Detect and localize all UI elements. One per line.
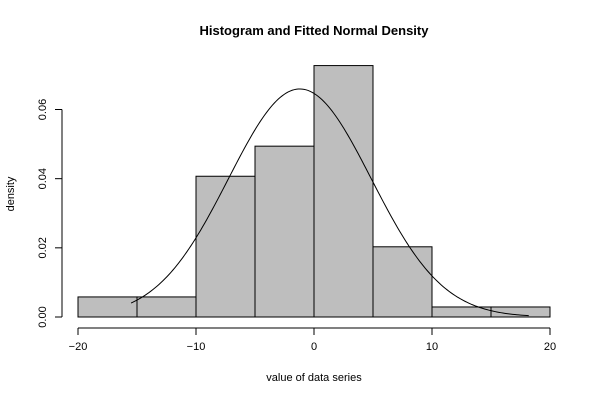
histogram-bar bbox=[77, 296, 138, 318]
y-tick-label: 0.00 bbox=[37, 306, 49, 327]
x-tick-label: 20 bbox=[544, 341, 556, 353]
y-tick-label: 0.02 bbox=[37, 237, 49, 258]
x-tick-label: 10 bbox=[426, 341, 438, 353]
histogram-bar bbox=[195, 175, 256, 318]
y-tick-label: 0.04 bbox=[37, 168, 49, 189]
y-tick-label: 0.06 bbox=[37, 99, 49, 120]
chart-title: Histogram and Fitted Normal Density bbox=[200, 23, 430, 38]
x-tick-label: 0 bbox=[311, 341, 317, 353]
x-tick-label: −20 bbox=[69, 341, 88, 353]
histogram-bar bbox=[136, 296, 197, 318]
histogram-bars bbox=[77, 65, 551, 318]
y-axis: 0.00 0.02 0.04 0.06 bbox=[37, 99, 63, 328]
y-axis-label: density bbox=[5, 176, 17, 211]
histogram-bar bbox=[490, 306, 551, 318]
histogram-bar bbox=[313, 65, 374, 318]
x-axis: −20 −10 0 10 20 bbox=[69, 327, 556, 353]
histogram-bar bbox=[372, 246, 433, 318]
x-axis-label: value of data series bbox=[266, 372, 362, 384]
normal-density-curve bbox=[130, 88, 529, 317]
x-tick-label: −10 bbox=[187, 341, 206, 353]
histogram-bar bbox=[254, 145, 315, 318]
